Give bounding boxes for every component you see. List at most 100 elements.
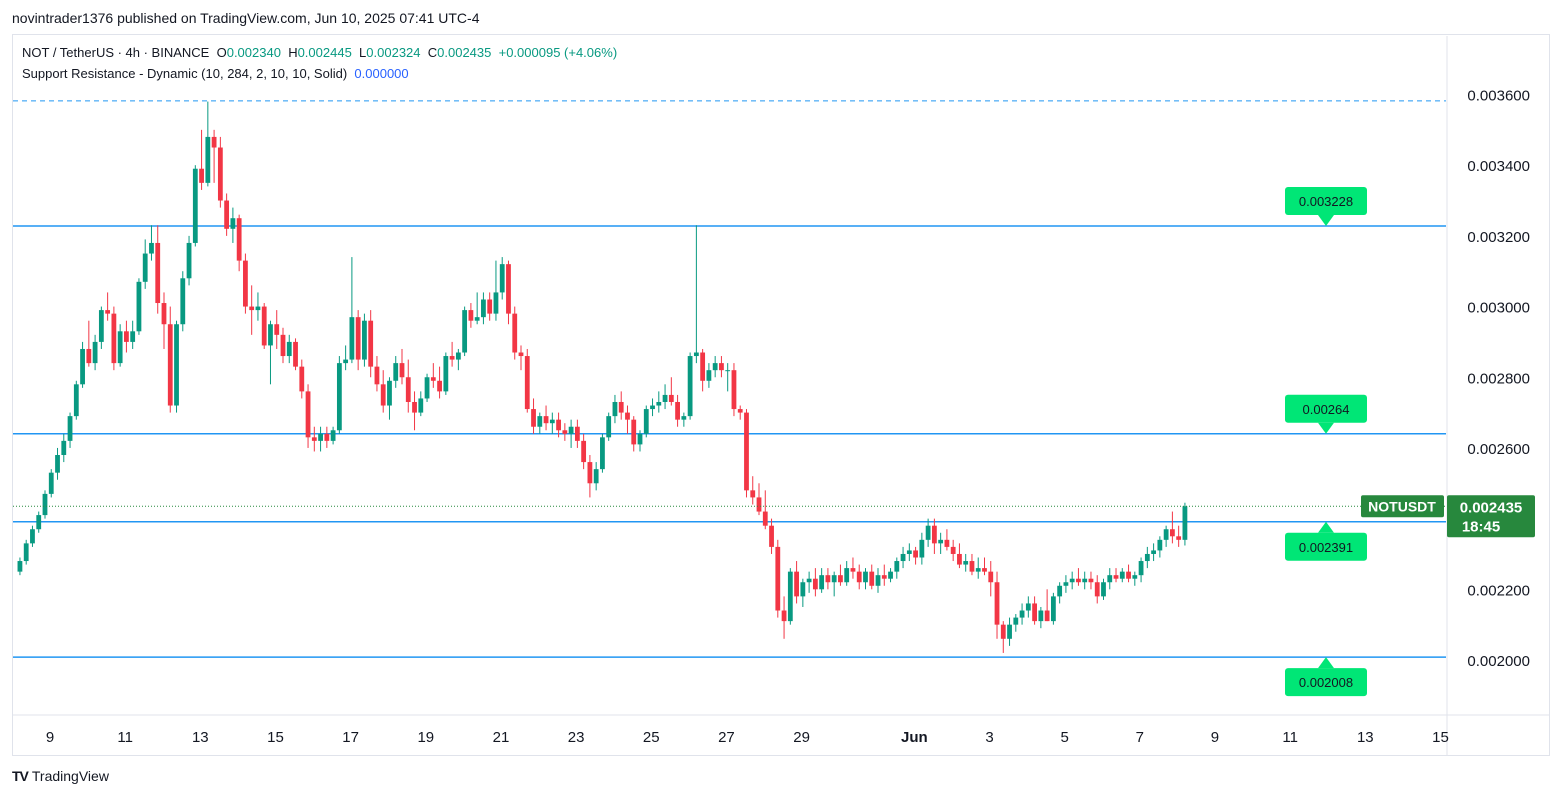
candle-body (906, 550, 912, 554)
candle (744, 409, 749, 498)
candle (650, 398, 655, 417)
candle-body (92, 341, 98, 364)
candle (1088, 571, 1094, 590)
candle-body (844, 568, 850, 583)
candle (988, 561, 994, 597)
candle (286, 334, 292, 364)
candle (362, 313, 367, 367)
candle (142, 239, 148, 289)
candle (600, 433, 605, 473)
candle (211, 129, 217, 183)
candle (1013, 614, 1019, 632)
candle-body (931, 525, 937, 544)
candle (393, 356, 399, 388)
candle-body (618, 401, 624, 413)
candle (574, 419, 580, 448)
candle-body (243, 260, 248, 307)
candle (305, 384, 311, 448)
tradingview-logo[interactable]: TV TradingView (12, 768, 109, 784)
low-value: 0.002324 (366, 45, 421, 60)
level-label-text: 0.003228 (1299, 194, 1353, 209)
candle-body (869, 571, 875, 586)
candle-body (161, 303, 167, 325)
candle (975, 557, 981, 579)
candle-body (274, 324, 280, 335)
price-chart[interactable]: 0.003228 0.00264 0.002391 0.002008 0.002000… (0, 0, 1564, 760)
high-key: H (288, 45, 298, 60)
candle (261, 303, 267, 349)
candle (255, 292, 261, 321)
candle-body (1057, 585, 1063, 597)
candle (1057, 582, 1063, 604)
level-label-2: 0.002391 (1285, 521, 1367, 561)
candle-body (881, 575, 887, 579)
candle (330, 426, 336, 445)
candle (117, 324, 123, 367)
level-label-box (1285, 668, 1367, 697)
candle-body (293, 341, 298, 367)
candle-body (1000, 624, 1006, 639)
candle-body (982, 568, 987, 572)
x-tick-label: 7 (1136, 729, 1144, 746)
candle-body (387, 380, 392, 406)
candle-body (424, 377, 430, 399)
candle (737, 405, 743, 420)
candle (243, 253, 248, 314)
candle-body (155, 242, 161, 304)
candles (17, 101, 1188, 653)
candle-body (549, 419, 555, 424)
candle (280, 327, 286, 364)
indicator-legend[interactable]: Support Resistance - Dynamic (10, 284, 2… (22, 66, 409, 81)
candle (405, 359, 411, 413)
candle (36, 511, 42, 533)
candle-body (518, 352, 524, 357)
candle-body (1019, 610, 1025, 618)
candle (311, 426, 317, 452)
candle-body (825, 575, 831, 583)
candle-body (562, 430, 568, 434)
candle (437, 366, 442, 399)
indicator-value: 0.000000 (354, 66, 409, 81)
candle (124, 320, 129, 353)
x-tick-label: Jun (901, 729, 928, 746)
candle (637, 430, 643, 452)
candle-body (668, 394, 674, 402)
candle (913, 546, 918, 565)
candle-body (255, 306, 261, 311)
candle (73, 380, 79, 420)
y-tick-label: 0.002200 (1467, 582, 1530, 599)
candle (412, 391, 417, 431)
candle-body (55, 455, 60, 473)
candle-body (531, 409, 536, 427)
candle (105, 292, 111, 321)
candle-body (1144, 553, 1150, 562)
level-lines (13, 100, 1446, 658)
candle-body (1088, 578, 1094, 583)
candle (1151, 543, 1156, 562)
candle (850, 557, 856, 579)
candle-body (205, 136, 211, 183)
candle-body (662, 394, 668, 402)
symbol-label: NOT / TetherUS · 4h · BINANCE (22, 45, 210, 60)
candle-body (61, 440, 67, 456)
candle (781, 596, 787, 639)
level-label-text: 0.002008 (1299, 675, 1353, 690)
candle-body (355, 317, 361, 360)
candle-body (775, 546, 781, 611)
candle (838, 564, 843, 586)
candle-body (1132, 575, 1138, 579)
high-value: 0.002445 (297, 45, 352, 60)
candle-body (305, 391, 311, 438)
candle-body (1076, 578, 1081, 583)
candle (274, 310, 280, 349)
candle (374, 356, 380, 392)
symbol-legend: NOT / TetherUS · 4h · BINANCE O0.002340 … (22, 45, 617, 60)
candle (149, 225, 154, 261)
close-key: C (427, 45, 438, 60)
candle-body (249, 306, 255, 311)
candle (1032, 596, 1037, 625)
candle-body (719, 363, 724, 371)
candle (787, 568, 793, 625)
candle (957, 543, 962, 569)
candle (900, 546, 906, 569)
